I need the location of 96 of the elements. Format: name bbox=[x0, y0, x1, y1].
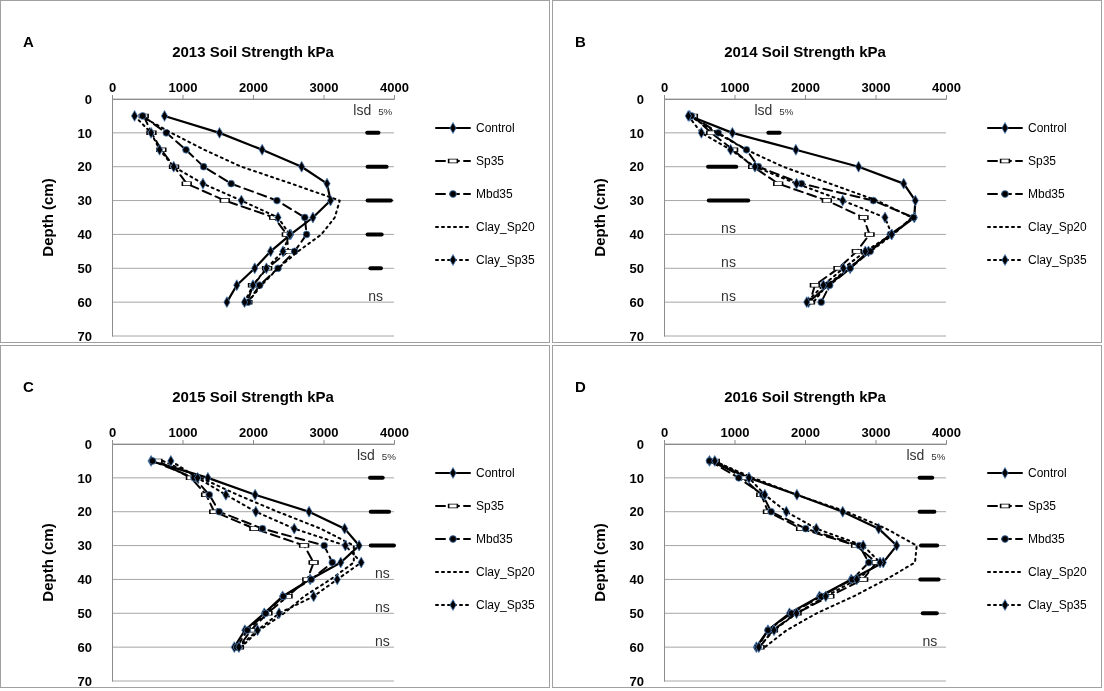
legend-label: Clay_Sp20 bbox=[1028, 565, 1088, 579]
y-tick-label: 0 bbox=[636, 436, 644, 452]
text: A bbox=[23, 33, 34, 50]
x-tick-label: 2000 bbox=[239, 80, 268, 95]
annotation: lsd 5% bbox=[353, 102, 393, 118]
y-axis-title: Depth (cm) bbox=[39, 178, 56, 257]
legend-label: Sp35 bbox=[476, 499, 505, 513]
x-tick-label: 3000 bbox=[861, 425, 891, 440]
x-tick-label: 2000 bbox=[239, 425, 268, 440]
annotation: ns bbox=[721, 254, 736, 271]
annotation: ns bbox=[721, 288, 736, 305]
x-tick-label: 2000 bbox=[791, 80, 820, 95]
y-tick-label: 40 bbox=[77, 227, 92, 243]
x-tick-label: 4000 bbox=[932, 80, 961, 95]
legend-label: Control bbox=[1028, 466, 1067, 480]
x-tick-label: 3000 bbox=[309, 80, 339, 95]
annotation: ns bbox=[374, 565, 390, 582]
chart-title: 2014 Soil Strength kPa bbox=[724, 43, 887, 60]
annotation: ns bbox=[721, 220, 736, 237]
x-tick-label: 1000 bbox=[168, 425, 198, 440]
y-tick-label: 0 bbox=[636, 91, 644, 107]
y-tick-label: 0 bbox=[84, 436, 92, 452]
x-tick-label: 4000 bbox=[380, 80, 409, 95]
y-tick-label: 10 bbox=[77, 125, 92, 141]
y-tick-label: 50 bbox=[629, 605, 644, 621]
x-tick-label: 4000 bbox=[932, 425, 961, 440]
x-tick-label: 1000 bbox=[168, 80, 198, 95]
annotation: ns bbox=[922, 633, 938, 650]
y-tick-label: 30 bbox=[77, 193, 92, 209]
text: B bbox=[575, 33, 586, 50]
legend-label: Control bbox=[476, 466, 515, 480]
y-tick-label: 50 bbox=[77, 605, 92, 621]
y-tick-label: 0 bbox=[84, 91, 92, 107]
x-tick-label: 0 bbox=[108, 80, 117, 95]
legend-label: Sp35 bbox=[1028, 154, 1057, 168]
y-tick-label: 10 bbox=[77, 470, 92, 486]
x-tick-label: 0 bbox=[660, 425, 669, 440]
y-tick-label: 60 bbox=[77, 639, 92, 655]
legend-label: Clay_Sp20 bbox=[476, 565, 536, 579]
y-tick-label: 70 bbox=[77, 328, 92, 344]
text: D bbox=[575, 378, 586, 395]
legend-label: Control bbox=[476, 121, 515, 135]
chart-title: 2016 Soil Strength kPa bbox=[724, 388, 887, 405]
annotation: ns bbox=[374, 599, 390, 616]
y-tick-label: 20 bbox=[77, 159, 92, 175]
legend-label: Control bbox=[1028, 121, 1067, 135]
annotation: lsd 5% bbox=[906, 447, 946, 463]
y-tick-label: 40 bbox=[629, 572, 644, 588]
x-tick-label: 3000 bbox=[861, 80, 891, 95]
y-tick-label: 60 bbox=[77, 294, 92, 310]
y-tick-label: 20 bbox=[77, 504, 92, 520]
legend-label: Mbd35 bbox=[1028, 532, 1066, 546]
y-axis-title: Depth (cm) bbox=[591, 523, 608, 602]
x-tick-label: 4000 bbox=[380, 425, 409, 440]
annotation: ns bbox=[368, 288, 384, 305]
x-tick-label: 0 bbox=[108, 425, 117, 440]
y-tick-label: 40 bbox=[629, 227, 644, 243]
legend-label: Clay_Sp35 bbox=[1028, 253, 1088, 267]
text: C bbox=[23, 378, 34, 395]
y-tick-label: 30 bbox=[629, 193, 644, 209]
y-tick-label: 10 bbox=[629, 125, 644, 141]
x-tick-label: 1000 bbox=[720, 80, 750, 95]
y-axis-title: Depth (cm) bbox=[591, 178, 608, 257]
legend-label: Clay_Sp35 bbox=[476, 253, 536, 267]
y-tick-label: 10 bbox=[629, 470, 644, 486]
x-tick-label: 3000 bbox=[309, 425, 339, 440]
y-tick-label: 20 bbox=[629, 159, 644, 175]
y-tick-label: 50 bbox=[629, 260, 644, 276]
legend-label: Mbd35 bbox=[476, 187, 514, 201]
y-tick-label: 30 bbox=[629, 538, 644, 554]
y-tick-label: 70 bbox=[629, 673, 644, 689]
legend-label: Sp35 bbox=[1028, 499, 1057, 513]
chart-title: 2015 Soil Strength kPa bbox=[172, 388, 335, 405]
chart-title: 2013 Soil Strength kPa bbox=[172, 43, 335, 60]
x-tick-label: 1000 bbox=[720, 425, 750, 440]
y-tick-label: 30 bbox=[77, 538, 92, 554]
y-tick-label: 60 bbox=[629, 639, 644, 655]
legend-label: Clay_Sp35 bbox=[476, 598, 536, 612]
annotation: lsd 5% bbox=[356, 447, 397, 463]
legend-label: Clay_Sp20 bbox=[476, 220, 536, 234]
y-axis-title: Depth (cm) bbox=[39, 523, 56, 602]
annotation: ns bbox=[374, 633, 390, 650]
y-tick-label: 70 bbox=[629, 328, 644, 344]
y-tick-label: 40 bbox=[77, 572, 92, 588]
legend-label: Mbd35 bbox=[476, 532, 514, 546]
y-tick-label: 50 bbox=[77, 260, 92, 276]
x-tick-label: 0 bbox=[660, 80, 669, 95]
y-tick-label: 70 bbox=[77, 673, 92, 689]
y-tick-label: 60 bbox=[629, 294, 644, 310]
legend-label: Sp35 bbox=[476, 154, 505, 168]
x-tick-label: 2000 bbox=[791, 425, 820, 440]
legend-label: Clay_Sp35 bbox=[1028, 598, 1088, 612]
legend-label: Mbd35 bbox=[1028, 187, 1066, 201]
annotation: lsd 5% bbox=[754, 102, 794, 118]
legend-label: Clay_Sp20 bbox=[1028, 220, 1088, 234]
y-tick-label: 20 bbox=[629, 504, 644, 520]
